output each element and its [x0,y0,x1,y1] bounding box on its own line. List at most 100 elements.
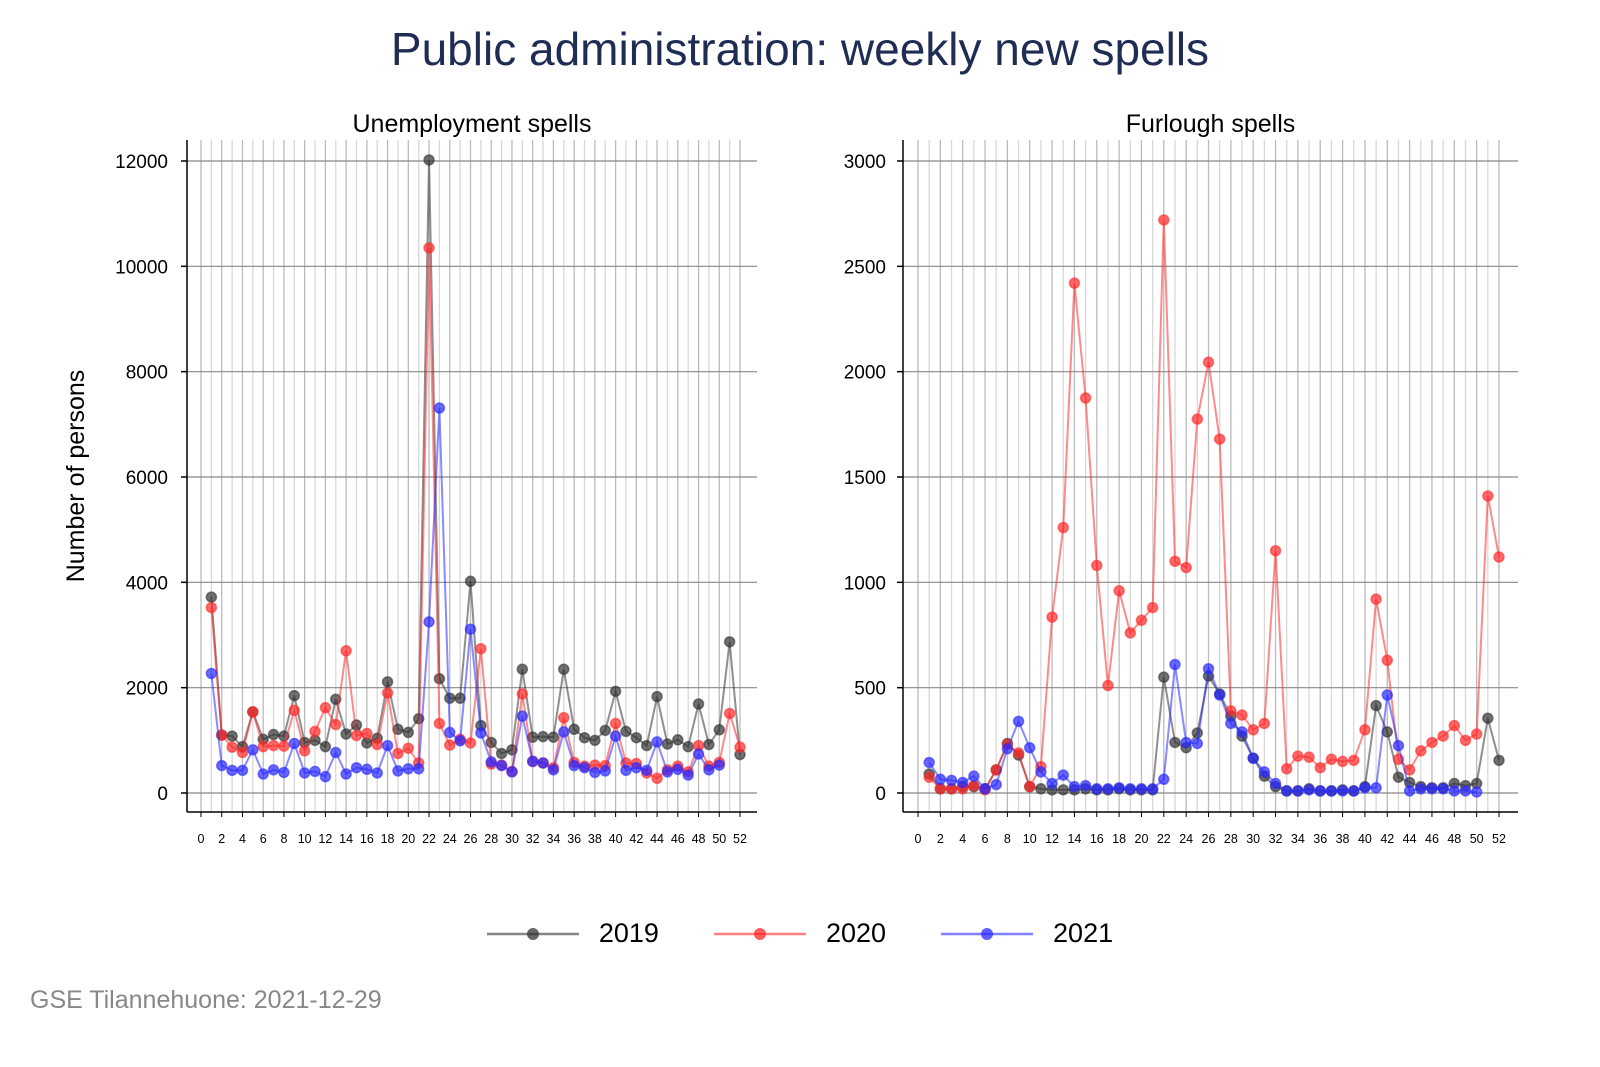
data-point-2019-week-33 [537,730,549,743]
data-point-2021-week-1 [205,667,218,680]
y-tick-label: 4000 [126,573,168,594]
data-point-2020-week-18 [1113,585,1125,597]
data-point-2021-week-32 [526,755,539,768]
data-point-2021-week-18 [1113,781,1125,794]
data-point-2019-week-22 [1158,671,1170,683]
x-tick-label: 50 [712,832,726,846]
data-point-2019-week-12 [319,740,332,753]
data-point-2021-week-4 [956,776,969,789]
data-point-2021-week-3 [226,764,238,777]
data-point-2019-week-14 [340,728,352,740]
y-tick-label: 1000 [844,573,886,594]
data-point-2020-week-14 [1068,277,1081,289]
data-point-2021-week-36 [1314,785,1326,797]
y-tick-label: 12000 [115,152,168,173]
data-point-2021-week-46 [1426,783,1438,795]
x-tick-label: 4 [239,832,246,846]
data-point-2019-week-9 [288,689,301,702]
data-point-2020-week-18 [381,687,394,699]
data-point-2019-week-3 [226,730,238,742]
data-point-2020-week-48 [1448,719,1461,732]
data-point-2019-week-25 [1191,727,1204,739]
data-point-2021-week-41 [1370,781,1382,794]
x-tick-label: 32 [1269,832,1283,846]
y-tick-label: 1500 [844,468,886,489]
data-point-2021-week-20 [402,763,415,775]
data-point-2019-week-28 [485,736,497,749]
x-tick-label: 52 [733,832,747,846]
data-point-2020-week-9 [1012,747,1025,759]
data-point-2020-week-9 [288,704,301,717]
x-tick-label: 18 [381,832,395,846]
x-tick-label: 30 [505,832,519,846]
data-point-2020-week-31 [516,688,529,700]
data-point-2021-week-2 [934,773,947,786]
data-point-2019-week-23 [1169,736,1181,749]
data-point-2021-week-13 [1057,769,1069,781]
data-point-2021-week-44 [1403,785,1416,797]
data-point-2021-week-39 [1348,785,1360,797]
data-point-2021-week-29 [1236,726,1248,738]
data-point-2021-week-26 [1202,662,1215,675]
data-point-2020-week-15 [1079,392,1092,404]
x-tick-label: 20 [401,832,415,846]
data-point-2020-week-26 [1202,356,1215,368]
data-point-2020-week-21 [1146,601,1159,614]
data-point-2020-week-38 [1336,755,1349,768]
data-point-2020-week-30 [1247,724,1259,736]
data-point-2019-week-13 [1057,784,1069,796]
x-tick-label: 10 [298,832,312,846]
data-point-2019-week-34 [547,731,560,743]
x-tick-label: 40 [609,832,623,846]
x-tick-label: 28 [484,832,498,846]
data-point-2021-week-30 [506,766,518,778]
data-point-2019-week-49 [703,738,715,751]
data-point-2020-week-27 [475,642,487,655]
data-point-2021-week-8 [1001,743,1014,755]
y-tick-label: 6000 [126,468,168,489]
data-point-2021-week-50 [713,759,726,771]
x-tick-label: 18 [1112,832,1126,846]
x-tick-label: 50 [1470,832,1484,846]
data-point-2020-week-15 [350,729,363,742]
data-point-2020-week-23 [1169,555,1181,568]
data-point-2021-week-32 [1269,777,1282,790]
x-tick-label: 28 [1224,832,1238,846]
data-point-2021-week-44 [651,736,663,748]
data-point-2019-week-22 [423,154,435,166]
data-point-2020-week-13 [1057,521,1069,534]
data-point-2020-week-8 [278,740,290,752]
data-point-2021-week-17 [1102,783,1114,795]
data-point-2021-week-18 [381,739,394,752]
data-point-2019-week-35 [558,663,570,675]
x-tick-label: 26 [464,832,478,846]
x-tick-label: 16 [1090,832,1104,846]
x-tick-label: 8 [280,832,287,846]
data-point-2020-week-39 [1348,754,1360,767]
x-tick-label: 22 [422,832,436,846]
data-point-2020-week-27 [1213,433,1226,445]
x-tick-label: 0 [198,832,205,846]
data-point-2021-week-12 [1046,777,1058,790]
data-point-2020-week-22 [423,242,435,254]
data-point-2021-week-17 [371,767,383,779]
data-point-2021-week-16 [1091,783,1103,795]
data-point-2019-week-51 [723,636,736,648]
data-point-2019-week-26 [464,575,477,588]
data-point-2020-week-13 [330,718,342,731]
legend: 2019 2020 2021 [0,918,1600,949]
x-tick-label: 8 [1004,832,1011,846]
data-point-2021-week-28 [1225,717,1237,730]
data-point-2020-week-40 [609,717,622,730]
data-point-2020-week-11 [309,725,321,738]
data-point-2020-week-51 [1482,490,1494,502]
data-point-2021-week-2 [215,759,228,772]
data-point-2021-week-31 [516,710,529,722]
data-point-2019-week-20 [402,726,415,739]
data-point-2019-week-43 [640,739,653,752]
data-point-2021-week-47 [1437,783,1449,795]
data-point-2021-week-8 [278,766,290,779]
data-point-2019-week-38 [589,734,601,747]
